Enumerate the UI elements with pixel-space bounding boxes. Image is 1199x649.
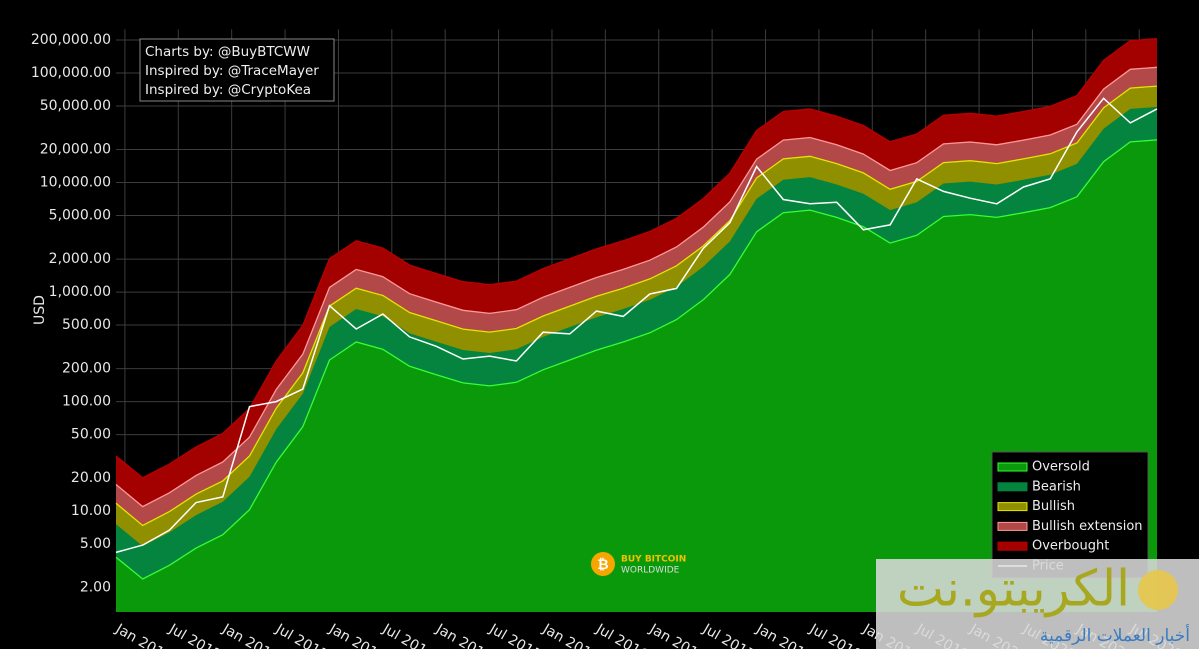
- y-tick-label: 20,000.00: [40, 142, 111, 158]
- y-axis-label: USD: [32, 295, 48, 325]
- y-tick-label: 10.00: [71, 503, 111, 519]
- legend-swatch: [997, 502, 1028, 512]
- band-line: [115, 66, 1158, 508]
- band-area: [116, 139, 1157, 612]
- logo-coin: [591, 552, 615, 576]
- legend-swatch: [997, 482, 1028, 492]
- band-line: [115, 38, 1158, 479]
- y-tick-label: 2.00: [80, 580, 111, 596]
- legend-label: Bullish extension: [1032, 519, 1143, 534]
- y-tick-label: 100.00: [62, 394, 111, 410]
- band-line: [115, 139, 1158, 580]
- band-line: [115, 85, 1158, 527]
- annotation: Charts by: @BuyBTCWW: [145, 44, 310, 60]
- watermark-coin: [1138, 570, 1178, 610]
- legend-swatch: [997, 462, 1028, 472]
- annotation: Inspired by: @CryptoKea: [145, 82, 311, 98]
- watermark-title: الكريبتو.نت: [897, 560, 1130, 618]
- y-tick-label: 1,000.00: [49, 284, 111, 300]
- annotation-frame: [139, 38, 335, 102]
- y-tick-label: 500.00: [62, 317, 111, 333]
- logo-text: WORLDWIDE: [621, 566, 680, 576]
- y-tick-label: 100,000.00: [31, 65, 111, 81]
- y-tick-label: 10,000.00: [40, 175, 111, 191]
- logo: ₿ BUY BITCOIN WORLDWIDE: [591, 552, 686, 576]
- logo-text: BUY BITCOIN: [621, 555, 686, 565]
- legend-swatch: [997, 541, 1028, 551]
- y-tick-label: 50.00: [71, 427, 111, 443]
- price-line: [115, 97, 1158, 554]
- annotation: Inspired by: @TraceMayer: [145, 63, 319, 79]
- annotation-box: Charts by: @BuyBTCWW Inspired by: @Trace…: [139, 38, 335, 102]
- y-tick-label: 200.00: [62, 361, 111, 377]
- legend-swatch: [997, 521, 1028, 531]
- watermark-subtitle: أخبار العملات الرقمية: [1040, 624, 1190, 646]
- y-tick-label: 50,000.00: [40, 98, 111, 114]
- plot-area: [115, 38, 1158, 613]
- y-tick-label: 5.00: [80, 536, 111, 552]
- legend-label: Oversold: [1032, 460, 1090, 475]
- logo-symbol: ₿: [597, 557, 608, 573]
- legend-label: Overbought: [1032, 539, 1109, 554]
- y-tick-label: 5,000.00: [49, 207, 111, 223]
- watermark: الكريبتو.نت أخبار العملات الرقمية: [876, 559, 1199, 649]
- legend: Oversold Bearish Bullish Bullish extension O…: [991, 451, 1149, 579]
- legend-frame: [991, 451, 1149, 579]
- legend-label: Bullish: [1032, 499, 1075, 514]
- legend-label: Bearish: [1032, 479, 1081, 494]
- y-tick-label: 2,000.00: [49, 251, 111, 267]
- y-tick-label: 20.00: [71, 470, 111, 486]
- y-tick-label: 200,000.00: [31, 32, 111, 48]
